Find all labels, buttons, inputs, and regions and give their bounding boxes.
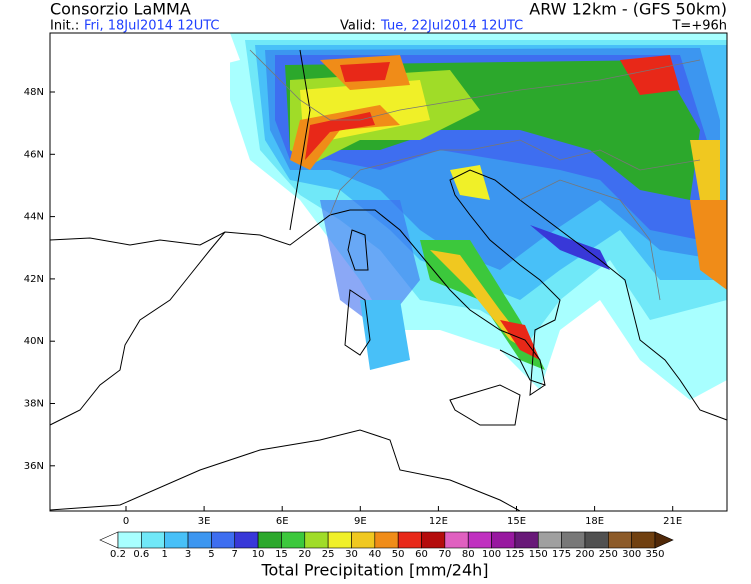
colorbar-swatch xyxy=(444,531,469,549)
colorbar-label: 60 xyxy=(415,549,428,560)
colorbar-swatch xyxy=(141,531,165,549)
colorbar-swatch xyxy=(257,531,282,549)
lat-label: 38N xyxy=(24,399,44,410)
lead-time: T=+96h xyxy=(671,19,727,34)
colorbar-label: 70 xyxy=(439,549,452,560)
lon-label: 3E xyxy=(198,516,211,527)
colorbar-label: 0.2 xyxy=(110,549,126,560)
lon-label: 21E xyxy=(663,516,682,527)
colorbar-label: 25 xyxy=(322,549,335,560)
title: Consorzio LaMMA xyxy=(50,0,191,19)
colorbar-label: 350 xyxy=(645,549,664,560)
colorbar-swatch xyxy=(327,531,352,549)
colorbar-arrow xyxy=(654,531,674,549)
colorbar-label: 7 xyxy=(232,549,238,560)
borders xyxy=(249,49,701,301)
lon-label: 18E xyxy=(585,516,604,527)
lon-label: 12E xyxy=(429,516,448,527)
colorbar-label: 100 xyxy=(482,549,501,560)
colorbar-label: 10 xyxy=(252,549,265,560)
colorbar-label: 0.6 xyxy=(133,549,149,560)
colorbar-swatch xyxy=(631,531,656,549)
colorbar-label: 175 xyxy=(552,549,571,560)
colorbar-label: 250 xyxy=(599,549,618,560)
colorbar-swatch xyxy=(281,531,306,549)
colorbar-title: Total Precipitation [mm/24h] xyxy=(260,561,488,580)
colorbar-label: 300 xyxy=(622,549,641,560)
colorbar-swatch xyxy=(467,531,492,549)
colorbar-label: 125 xyxy=(505,549,524,560)
colorbar-swatch xyxy=(608,531,632,549)
map-frame xyxy=(49,32,728,512)
colorbar-swatch xyxy=(374,531,399,549)
init-value: Fri, 18Jul2014 12UTC xyxy=(84,19,220,34)
colorbar-swatch xyxy=(397,531,422,549)
colorbar-swatch xyxy=(304,531,329,549)
colorbar-swatch xyxy=(491,531,516,549)
lat-label: 46N xyxy=(24,149,44,160)
colorbar-label: 15 xyxy=(275,549,288,560)
colorbar-swatch xyxy=(584,531,609,549)
colorbar-swatch xyxy=(514,531,539,549)
colorbar-label: 20 xyxy=(298,549,311,560)
colorbar-label: 200 xyxy=(575,549,594,560)
colorbar-swatch xyxy=(537,531,562,549)
colorbar-swatch xyxy=(351,531,376,549)
colorbar-arrow xyxy=(99,531,119,549)
init-label: Init.: xyxy=(50,19,79,34)
colorbar-swatch xyxy=(234,531,259,549)
lat-label: 36N xyxy=(24,461,44,472)
lat-label: 42N xyxy=(24,274,44,285)
colorbar-label: 40 xyxy=(368,549,381,560)
colorbar-label: 1 xyxy=(162,549,168,560)
lat-label: 48N xyxy=(24,87,44,98)
lat-label: 44N xyxy=(24,212,44,223)
lon-label: 9E xyxy=(354,516,367,527)
lon-label: 6E xyxy=(276,516,289,527)
valid-label: Valid: xyxy=(340,19,376,34)
valid-value: Tue, 22Jul2014 12UTC xyxy=(380,19,523,34)
colorbar-label: 5 xyxy=(208,549,214,560)
colorbar-swatch xyxy=(421,531,446,549)
colorbar-swatch xyxy=(117,531,142,549)
colorbar-swatch xyxy=(211,531,236,549)
colorbar-label: 30 xyxy=(345,549,358,560)
colorbar-label: 3 xyxy=(185,549,191,560)
colorbar-swatch xyxy=(164,531,189,549)
colorbar-label: 150 xyxy=(529,549,548,560)
colorbar-swatch xyxy=(561,531,586,549)
lat-label: 40N xyxy=(24,336,44,347)
model: ARW 12km - (GFS 50km) xyxy=(529,0,727,19)
lon-label: 0 xyxy=(123,516,129,527)
lon-label: 15E xyxy=(507,516,526,527)
colorbar-label: 50 xyxy=(392,549,405,560)
colorbar-swatch xyxy=(187,531,212,549)
colorbar-label: 80 xyxy=(462,549,475,560)
coastlines xyxy=(49,49,728,512)
